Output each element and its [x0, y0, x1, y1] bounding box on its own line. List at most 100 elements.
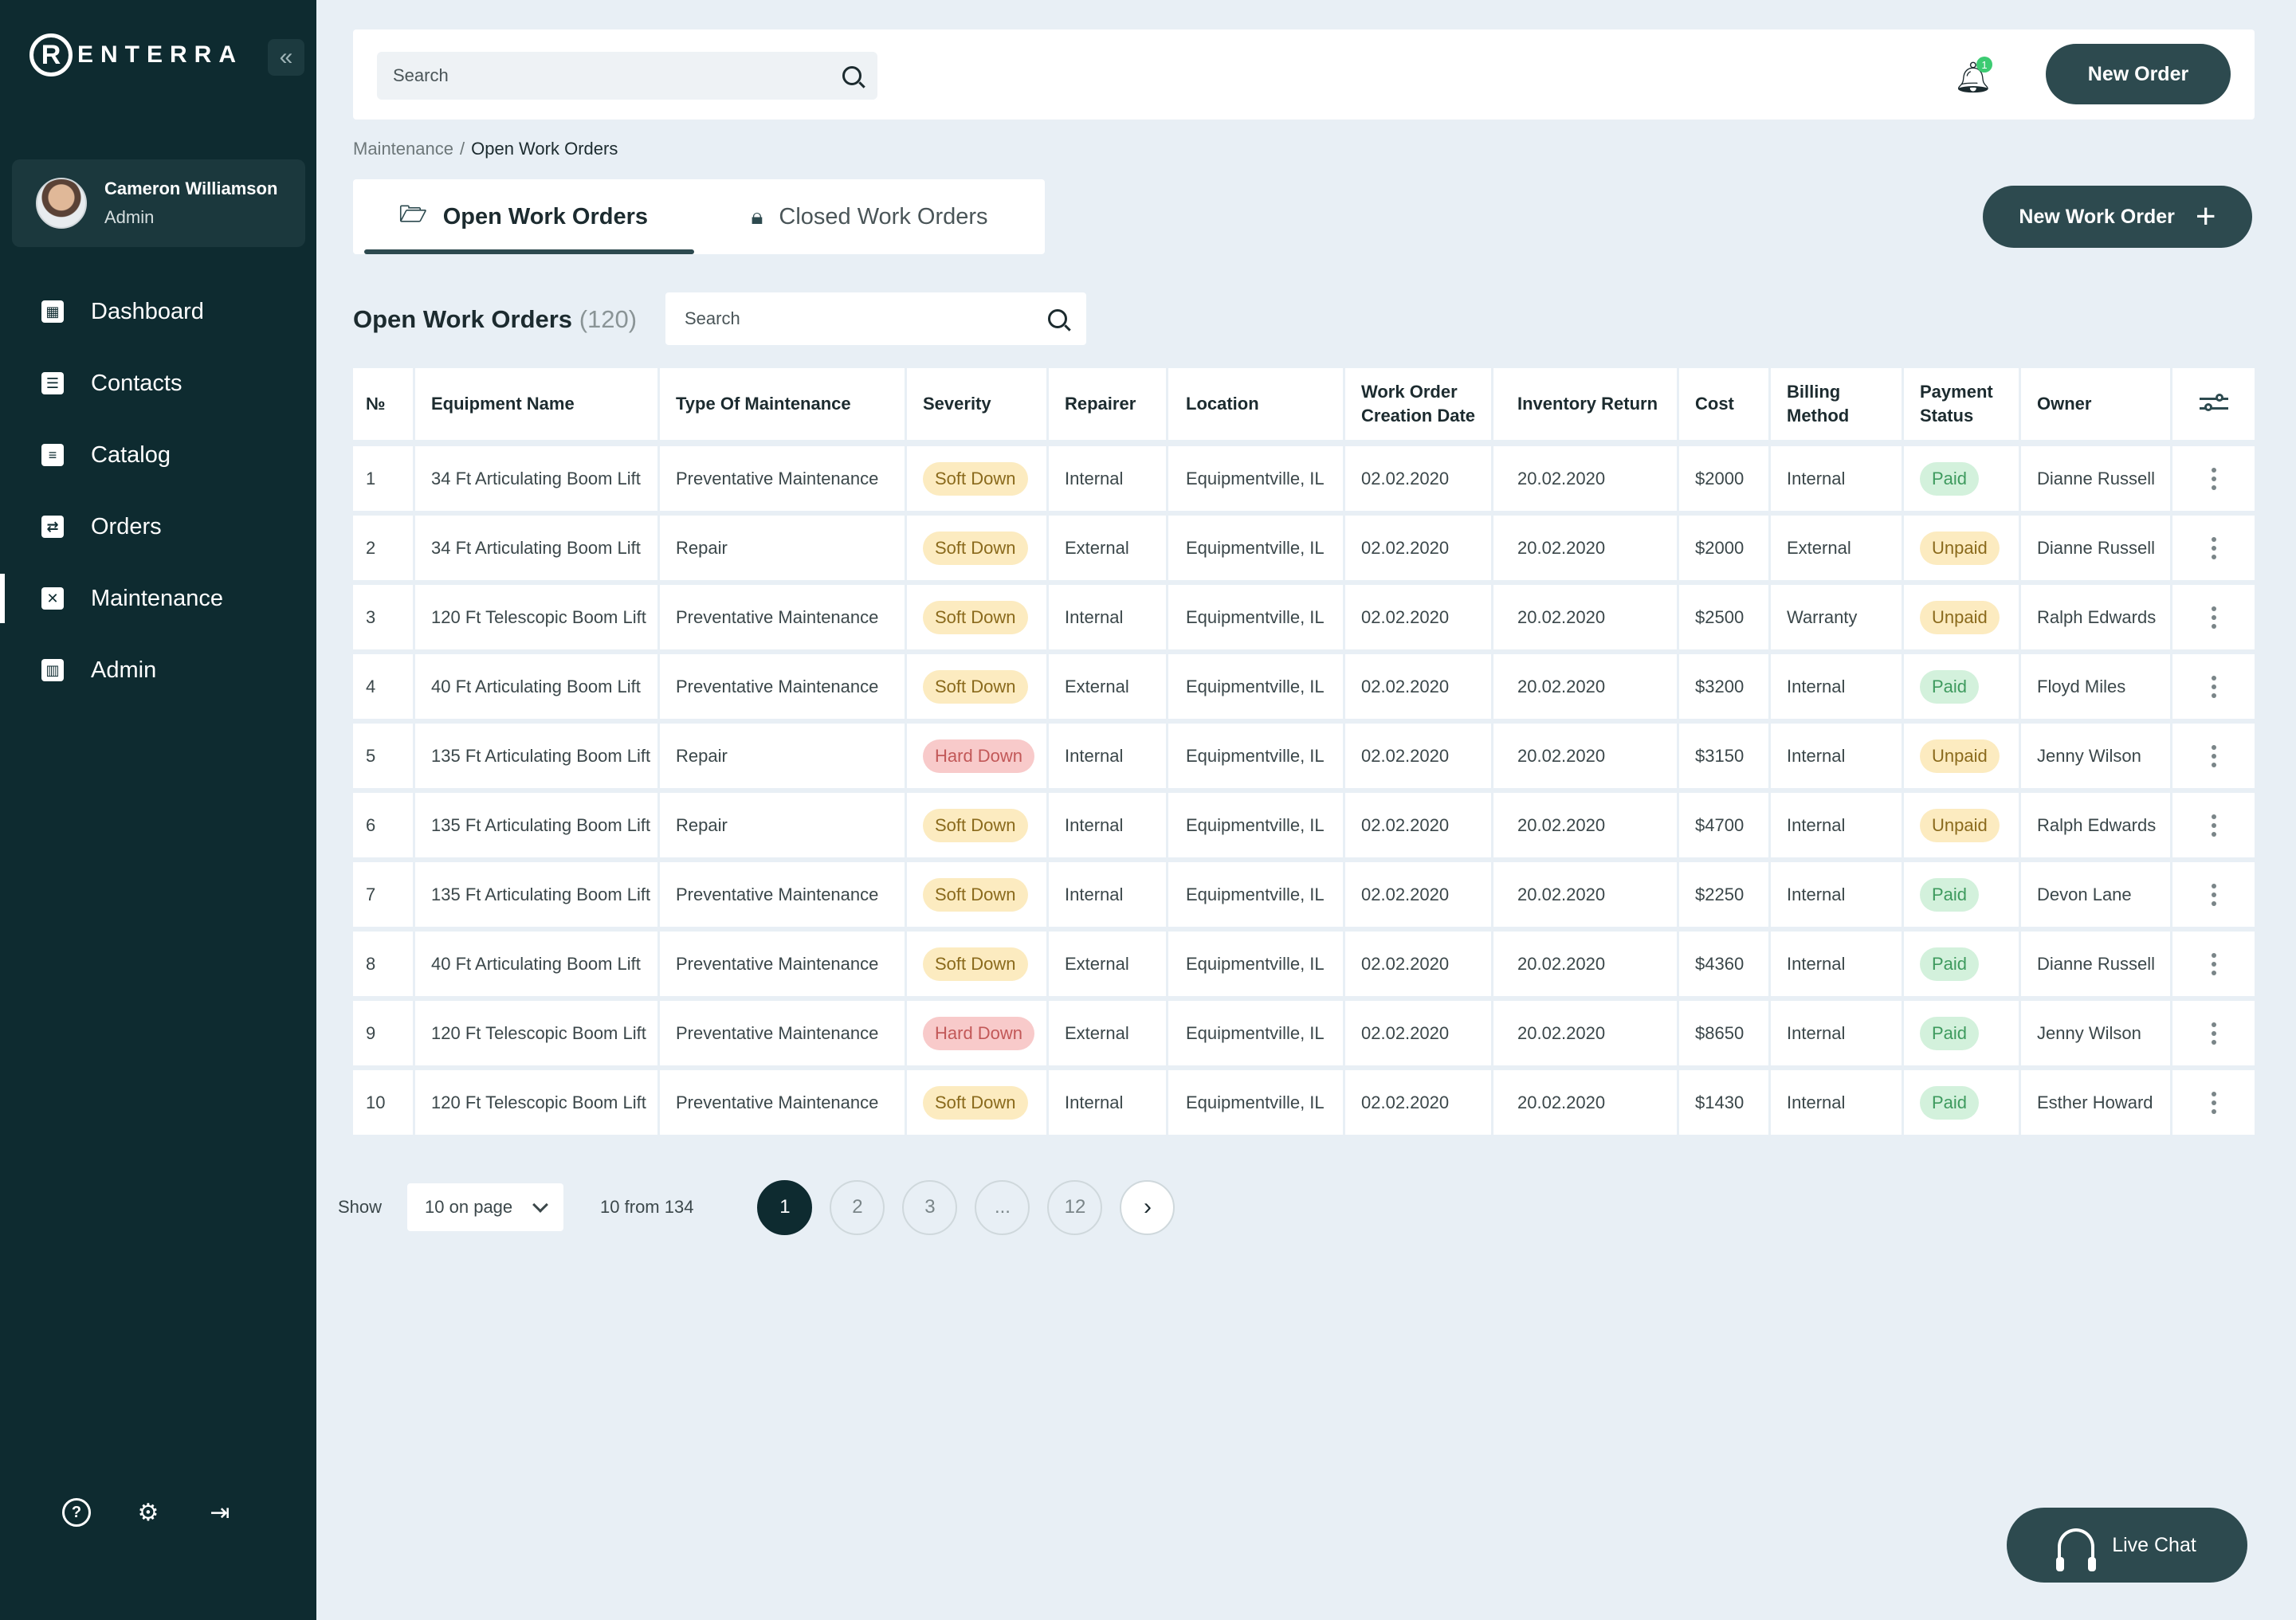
column-header-payment[interactable]: Payment Status: [1904, 368, 2021, 440]
column-header-location[interactable]: Location: [1168, 368, 1345, 440]
user-card[interactable]: Cameron Williamson Admin: [12, 159, 305, 247]
column-header-billing[interactable]: Billing Method: [1771, 368, 1904, 440]
table-row[interactable]: 8 40 Ft Articulating Boom Lift Preventativ…: [353, 932, 2255, 996]
tab-closed-work-orders[interactable]: 🔒︎ Closed Work Orders: [694, 179, 1045, 254]
sidebar-item-dashboard[interactable]: ▦ Dashboard: [0, 276, 316, 347]
help-icon[interactable]: ?: [62, 1498, 91, 1527]
sidebar-item-orders[interactable]: ⇄ Orders: [0, 491, 316, 563]
cell-severity: Soft Down: [907, 932, 1049, 996]
cell-payment: Paid: [1904, 654, 2021, 719]
column-header-owner[interactable]: Owner: [2021, 368, 2172, 440]
row-actions-button[interactable]: [2172, 516, 2255, 580]
page-button-12[interactable]: 12: [1047, 1179, 1103, 1235]
column-header-repairer[interactable]: Repairer: [1049, 368, 1168, 440]
range-text: 10 from 134: [600, 1197, 694, 1217]
more-vertical-icon: [2211, 952, 2216, 975]
table-row[interactable]: 9 120 Ft Telescopic Boom Lift Preventative…: [353, 1001, 2255, 1065]
global-search-input[interactable]: [393, 65, 842, 86]
work-orders-table: № Equipment Name Type Of Maintenance Sev…: [353, 368, 2255, 1139]
sidebar-item-catalog[interactable]: ≡ Catalog: [0, 419, 316, 491]
cell-owner: Jenny Wilson: [2021, 1001, 2172, 1065]
row-actions-button[interactable]: [2172, 654, 2255, 719]
page-button-3[interactable]: 3: [902, 1179, 958, 1235]
cell-maintenance-type: Preventative Maintenance: [660, 1001, 907, 1065]
row-actions-button[interactable]: [2172, 724, 2255, 788]
table-search[interactable]: [665, 292, 1086, 345]
table-row[interactable]: 5 135 Ft Articulating Boom Lift Repair Hard…: [353, 724, 2255, 788]
column-settings-button[interactable]: [2172, 368, 2255, 440]
row-actions-button[interactable]: [2172, 862, 2255, 927]
cell-equipment: 135 Ft Articulating Boom Lift: [415, 862, 660, 927]
cell-inventory-return: 20.02.2020: [1493, 1001, 1679, 1065]
column-header-inventory-return[interactable]: Inventory Return: [1493, 368, 1679, 440]
notifications-button[interactable]: 🔔︎ 1: [1954, 57, 1992, 96]
page-button-1[interactable]: 1: [757, 1179, 813, 1235]
cell-cost: $2000: [1679, 516, 1771, 580]
brand-logo[interactable]: R ENTERRA: [29, 33, 243, 76]
table-row[interactable]: 4 40 Ft Articulating Boom Lift Preventativ…: [353, 654, 2255, 719]
column-header-type[interactable]: Type Of Maintenance: [660, 368, 907, 440]
tab-open-work-orders[interactable]: 🗁︎ Open Work Orders: [353, 179, 694, 254]
table-row[interactable]: 2 34 Ft Articulating Boom Lift Repair Soft …: [353, 516, 2255, 580]
table-row[interactable]: 3 120 Ft Telescopic Boom Lift Preventative…: [353, 585, 2255, 649]
table-row[interactable]: 7 135 Ft Articulating Boom Lift Preventati…: [353, 862, 2255, 927]
lock-icon: 🔒︎: [751, 203, 763, 229]
breadcrumb-current: Open Work Orders: [471, 139, 618, 159]
collapse-sidebar-button[interactable]: «: [268, 39, 304, 76]
column-header-cost[interactable]: Cost: [1679, 368, 1771, 440]
cell-payment: Paid: [1904, 932, 2021, 996]
sidebar: R ENTERRA « Cameron Williamson Admin ▦ D…: [0, 0, 316, 1620]
new-work-order-button[interactable]: New Work Order +: [1983, 186, 2252, 248]
cell-inventory-return: 20.02.2020: [1493, 446, 1679, 511]
more-vertical-icon: [2211, 744, 2216, 767]
page-size-select[interactable]: 10 on page: [407, 1183, 564, 1231]
cell-cost: $8650: [1679, 1001, 1771, 1065]
column-header-severity[interactable]: Severity: [907, 368, 1049, 440]
cell-creation-date: 02.02.2020: [1345, 1001, 1493, 1065]
row-actions-button[interactable]: [2172, 1070, 2255, 1135]
settings-gear-icon[interactable]: ⚙: [137, 1499, 159, 1526]
sidebar-item-contacts[interactable]: ☰ Contacts: [0, 347, 316, 419]
table-search-input[interactable]: [685, 308, 1048, 329]
search-icon[interactable]: [1048, 309, 1067, 328]
contacts-icon: ☰: [41, 372, 64, 394]
next-page-button[interactable]: ›: [1120, 1179, 1175, 1235]
row-actions-button[interactable]: [2172, 585, 2255, 649]
global-search[interactable]: [377, 52, 877, 100]
cell-creation-date: 02.02.2020: [1345, 516, 1493, 580]
cell-number: 10: [353, 1070, 415, 1135]
cell-repairer: Internal: [1049, 1070, 1168, 1135]
row-actions-button[interactable]: [2172, 446, 2255, 511]
more-vertical-icon: [2211, 1022, 2216, 1045]
logout-icon[interactable]: ⇥: [210, 1499, 230, 1526]
row-actions-button[interactable]: [2172, 932, 2255, 996]
breadcrumb-separator: /: [459, 139, 465, 159]
cell-severity: Hard Down: [907, 1001, 1049, 1065]
search-icon[interactable]: [842, 66, 861, 85]
page-button-2[interactable]: 2: [830, 1179, 885, 1235]
column-header-number[interactable]: №: [353, 368, 415, 440]
cell-maintenance-type: Preventative Maintenance: [660, 446, 907, 511]
column-header-creation-date[interactable]: Work Order Creation Date: [1345, 368, 1493, 440]
cell-severity: Soft Down: [907, 793, 1049, 857]
table-row[interactable]: 6 135 Ft Articulating Boom Lift Repair Soft…: [353, 793, 2255, 857]
row-actions-button[interactable]: [2172, 793, 2255, 857]
live-chat-button[interactable]: Live Chat: [2007, 1508, 2247, 1583]
severity-badge: Soft Down: [923, 531, 1028, 565]
row-actions-button[interactable]: [2172, 1001, 2255, 1065]
new-order-button[interactable]: New Order: [2046, 44, 2231, 104]
table-row[interactable]: 1 34 Ft Articulating Boom Lift Preventativ…: [353, 446, 2255, 511]
more-vertical-icon: [2211, 1091, 2216, 1114]
cell-location: Equipmentville, IL: [1168, 516, 1345, 580]
severity-badge: Soft Down: [923, 808, 1028, 842]
cell-cost: $3150: [1679, 724, 1771, 788]
column-header-equipment[interactable]: Equipment Name: [415, 368, 660, 440]
cell-inventory-return: 20.02.2020: [1493, 654, 1679, 719]
cell-owner: Ralph Edwards: [2021, 585, 2172, 649]
sidebar-item-maintenance[interactable]: ✕ Maintenance: [0, 563, 316, 634]
breadcrumb-parent-link[interactable]: Maintenance: [353, 139, 453, 159]
cell-maintenance-type: Preventative Maintenance: [660, 862, 907, 927]
table-row[interactable]: 10 120 Ft Telescopic Boom Lift Preventativ…: [353, 1070, 2255, 1135]
cell-cost: $1430: [1679, 1070, 1771, 1135]
sidebar-item-admin[interactable]: ▥ Admin: [0, 634, 316, 706]
